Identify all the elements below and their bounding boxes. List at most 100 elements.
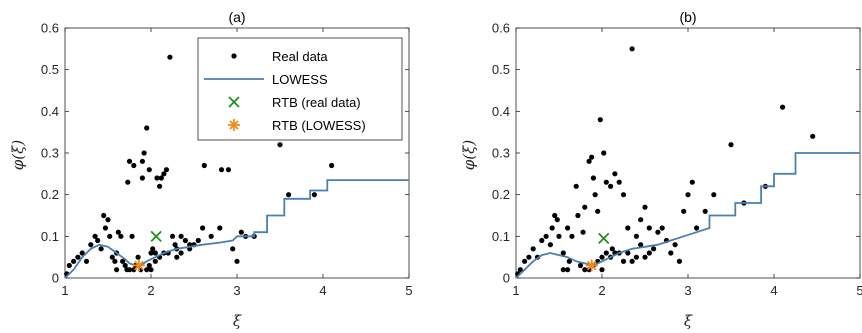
data-point [139,158,145,164]
legend-marker-real-data [231,53,237,59]
data-point [552,212,558,219]
data-point [554,217,560,223]
data-point [565,225,571,231]
chart-panel-a: (a) ξ φ(ξ) 1 2 3 4 5 0 0.1 0.2 0.3 0.4 0.5 0.6 Real… [9,9,413,330]
data-point [810,133,816,139]
data-point [169,233,176,239]
data-point [238,229,244,235]
data-point [549,225,555,231]
data-point [150,246,156,252]
data-point [560,250,566,256]
data-point [172,242,178,248]
data-point [612,171,618,177]
data-point [556,233,562,239]
data-point [711,192,717,198]
rtb-lowess-marker [585,259,598,272]
legend-label-rtb-lowess: RTB (LOWESS) [272,118,366,133]
data-point [573,183,579,189]
data-point [728,142,734,148]
data-point [125,179,131,185]
data-point [569,233,575,239]
chart-panel-b: (b) ξ φ(ξ) 1 2 3 4 5 0 0.1 0.2 0.3 0.4 0.5 0.6 [460,9,862,330]
y-tick-label: 0.6 [41,21,59,36]
data-point [599,254,605,260]
data-point [638,242,644,248]
data-point [780,104,786,110]
data-point [651,246,657,252]
data-point [131,162,137,169]
data-point [517,267,523,273]
legend-label-real-data: Real data [272,49,328,64]
data-point [152,258,158,264]
x-tick-label: 2 [598,283,605,298]
data-point [592,192,598,198]
panel-title-a: (a) [228,9,245,25]
data-point [565,267,571,273]
x-tick-label: 4 [770,283,777,298]
data-point [560,267,566,273]
data-point [88,242,94,248]
data-point [230,246,236,252]
data-point [575,212,581,219]
data-point [597,117,603,123]
x-tick-label: 2 [147,283,154,298]
data-point [102,225,109,231]
data-point [601,150,607,156]
data-point [286,192,292,198]
lowess-line [64,179,409,279]
data-point [633,254,640,260]
data-point [589,154,595,160]
data-point [200,225,206,231]
plot-area-b: 1 2 3 4 5 0 0.1 0.2 0.3 0.4 0.5 0.6 [492,21,862,299]
data-point [157,183,163,189]
data-point [672,242,678,248]
data-point [112,258,118,264]
data-point [83,258,90,264]
data-point [694,225,700,231]
data-point [311,192,317,198]
data-point [146,167,152,173]
legend-marker-rtb-lowess [228,119,240,131]
data-point [590,175,597,181]
y-axis-label-a: φ(ξ) [9,140,27,171]
data-point [195,237,201,244]
data-point [167,54,173,60]
data-point [217,225,223,231]
data-point [126,267,133,273]
y-tick-label: 0 [52,271,59,286]
data-point [582,204,588,210]
rtb-real-stroke [598,232,610,245]
x-axis-label-a: ξ [233,312,242,330]
data-point [681,208,687,214]
x-tick-label: 5 [405,283,412,298]
data-point [625,250,631,256]
data-point [547,242,554,248]
data-point [582,267,588,273]
data-point [580,229,586,235]
data-point [158,175,164,181]
data-point [79,250,85,256]
data-point [163,167,170,173]
data-point [609,246,615,252]
data-point [174,254,180,260]
data-point [109,254,115,260]
data-point [616,179,622,185]
y-tick-label: 0.4 [41,104,59,119]
data-point [101,212,107,219]
x-tick-label: 1 [512,283,519,298]
data-point [577,262,584,269]
data-point [638,217,644,223]
data-point [208,233,214,239]
y-tick-label: 0.3 [492,146,510,161]
data-point [676,258,683,264]
legend-marker-rtb-real [228,96,240,108]
data-point [629,258,635,264]
y-tick-label: 0.3 [41,146,59,161]
data-point [98,246,104,252]
data-point [659,225,665,231]
data-point [633,233,640,239]
y-tick-label: 0.6 [492,21,510,36]
data-point [702,208,708,214]
data-point [603,250,609,256]
